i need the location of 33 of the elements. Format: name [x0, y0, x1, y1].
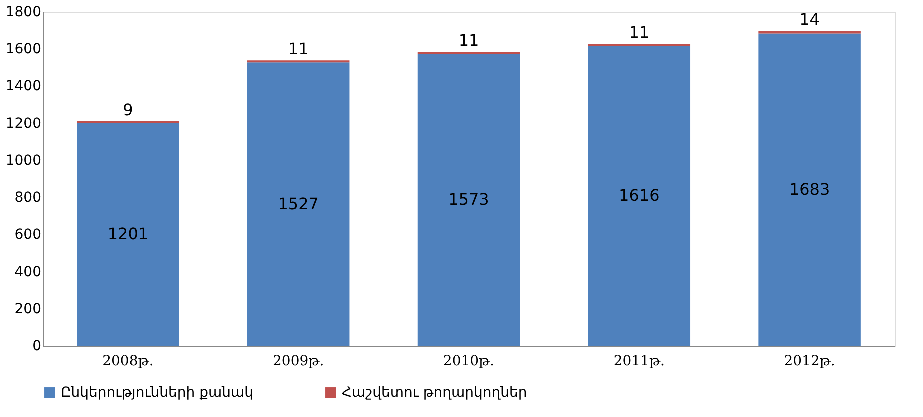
x-tick-label: 2011թ.	[614, 354, 665, 370]
legend-label: Ընկերությունների քանակ	[61, 385, 254, 401]
y-tick-label: 200	[14, 301, 42, 318]
x-tick-label: 2010թ.	[443, 354, 495, 370]
data-label: 11	[288, 40, 309, 59]
y-tick-label: 400	[14, 264, 42, 280]
data-label: 11	[458, 31, 480, 50]
data-label: 11	[629, 23, 650, 42]
data-label: 9	[123, 100, 134, 120]
bar	[758, 31, 861, 34]
data-label: 14	[800, 10, 820, 30]
y-tick-label: 1000	[6, 152, 42, 169]
data-label: 1201	[108, 224, 149, 244]
y-tick-label: 1400	[6, 78, 42, 95]
bar	[758, 34, 861, 346]
x-tick-label: 2008թ.	[102, 354, 154, 370]
y-tick-label: 800	[14, 190, 42, 206]
x-tick-label: 2012թ.	[784, 354, 836, 370]
y-tick-label: 600	[14, 227, 42, 244]
y-tick-label: 1200	[6, 116, 42, 132]
data-label: 1616	[619, 186, 660, 206]
y-tick-label: 1800	[6, 4, 42, 20]
bar	[77, 123, 180, 346]
y-tick-label: 0	[32, 338, 42, 354]
x-tick-label: 2009թ.	[273, 354, 324, 370]
bar	[418, 54, 520, 346]
legend-label: Հաշվետու թողարկողներ	[342, 385, 528, 401]
bar	[247, 62, 350, 346]
data-label: 1527	[278, 194, 319, 214]
data-label: 1573	[448, 190, 490, 210]
bar	[588, 46, 691, 346]
data-label: 1683	[789, 180, 830, 199]
y-tick-label: 1600	[6, 42, 42, 58]
